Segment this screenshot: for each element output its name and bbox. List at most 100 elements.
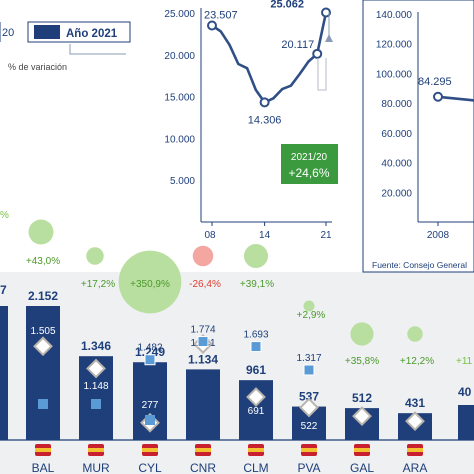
variation-label: +350,9% [130,279,170,290]
line-chart-2-point [433,91,443,102]
variation-label: +17,2% [81,279,115,290]
line-chart-2-y-tick-label: 60.000 [381,129,412,140]
line-chart-2-y-tick-label: 100.000 [376,69,413,80]
category-label: BAL [32,461,55,474]
bar-group-pva: 537 +2,9% 522 1.317 PVA [292,300,326,474]
variation-label: +12,2% [400,356,434,367]
bar-group-mur: 1.346 +17,2% 1.148 MUR [79,247,115,474]
variation-badge [281,144,338,184]
line-chart-1-point [321,7,331,18]
line-chart-1-point [207,20,217,31]
prev-year-marker [86,358,106,379]
line-chart-1-y-tick-label: 15.000 [164,93,195,104]
prev-year-label: 277 [142,400,159,411]
prev-year-label: 1.505 [30,326,55,337]
bar-group-gal: 512 +35,8% GAL [345,322,379,474]
source-note: Fuente: Consejo General [372,260,467,270]
prev-year-label: 691 [248,406,265,417]
line-chart-1-point [259,97,270,108]
left-partial-bar [0,306,8,440]
legend-connector [69,44,126,55]
bar-value-label: 1.134 [188,352,218,366]
line-chart-1-x-tick-label: 08 [204,230,216,241]
regional-bar-chart: % 7 40 +11 2.152 +43,0% 1.505 BAL 1.346 +17,2… [0,210,474,474]
flag-stripe [407,448,423,452]
flag-stripe [88,448,104,452]
prev-year-label: 522 [301,421,318,432]
line-chart-2-y-tick-label: 80.000 [381,99,412,110]
line-chart-1-bracket [317,58,327,91]
right-partial-variation-label: +11 [456,356,473,367]
line-chart-1-x-tick-label: 14 [259,230,271,241]
bar-value-label: 1.346 [81,339,111,353]
line-chart-2-series-line [437,95,474,102]
high-value-label: 1.317 [296,353,321,364]
bar-value-label: 2.152 [28,289,58,303]
category-label: ARA [403,461,428,474]
category-label: CYL [138,461,162,474]
legend-current-swatch [34,25,60,39]
line-chart-1-annotation: 14.306 [248,114,282,126]
line-chart-2-x-tick-label: 2008 [427,230,450,241]
prev-year-marker [405,411,425,432]
bar-group-clm: 961 +39,1% 691 1.693 CLM [239,244,274,474]
left-partial-bar-label: 7 [0,283,7,297]
category-label: GAL [350,461,374,474]
secondary-marker [91,399,101,409]
flag-stripe [35,448,51,452]
line-chart-1-series-line [211,12,328,104]
line-chart-1-annotation: 25.062 [270,0,304,10]
line-chart-2-y-tick-label: 40.000 [381,159,412,170]
flag-stripe [195,448,211,452]
flag-stripe [354,448,370,452]
variation-bubble [192,245,214,267]
variation-label: +39,1% [240,279,274,290]
line-chart-1-y-tick-label: 5.000 [170,176,195,187]
variation-bubble [28,219,54,245]
variation-bubble [303,300,315,312]
bar-group-ara: 431 +12,2% ARA [398,326,434,474]
line-chart-2-y-tick-label: 120.000 [376,40,413,51]
line-chart-1-y-tick-label: 25.000 [164,9,195,20]
category-label: PVA [297,461,320,474]
high-value-label: 1.693 [243,330,268,341]
category-label: MUR [82,461,110,474]
prev-year-marker [299,397,319,418]
flag-stripe [248,448,264,452]
high-value-marker [303,364,315,376]
variation-bubble [244,244,268,268]
line-chart-1-annotation: 23.507 [204,9,238,21]
line-chart-2-y-tick-label: 20.000 [381,188,412,199]
variation-badge-value: +24,6% [288,166,329,180]
variation-label: +35,8% [345,356,379,367]
bar-group-cyl: 1.249 +350,9% 277 1.482 CYL [118,250,182,474]
bar-value-label: 961 [246,363,266,377]
line-chart-1-point [312,48,323,59]
flag-stripe [142,448,158,452]
right-partial-bar [458,405,474,440]
line-chart-1-y-tick-label: 10.000 [164,134,195,145]
high-value-label: 1.774 [190,325,215,336]
prev-year-marker [33,336,53,357]
legend: 20 Año 2021 % de variación [0,21,131,72]
category-label: CNR [190,461,216,474]
high-value-label: 1.482 [137,343,162,354]
legend-current-label: Año 2021 [66,28,118,40]
secondary-marker [38,399,48,409]
line-chart-2008-panel: 140.000 120.000 100.000 80.000 60.000 40.000 2… [362,0,474,273]
variation-bubble [407,326,423,342]
line-chart-1-annotation: 20.117 [281,39,314,51]
bar-value-label: 431 [405,396,425,410]
variation-label: -26,4% [189,279,221,290]
line-chart-2008-2021: 25.000 20.000 15.000 10.000 5.000 08 14 21 23.… [164,0,338,241]
high-value-marker [250,341,262,353]
secondary-marker [145,415,155,425]
line-chart-2-annotation: 84.295 [418,76,452,88]
variation-label: +43,0% [26,256,60,267]
line-chart-1-arrow-head [325,34,333,42]
legend-prev-label: 20 [2,27,14,39]
flag-stripe [301,448,317,452]
prev-year-label: 1.148 [83,381,108,392]
right-partial-bar-label: 40 [458,385,472,399]
